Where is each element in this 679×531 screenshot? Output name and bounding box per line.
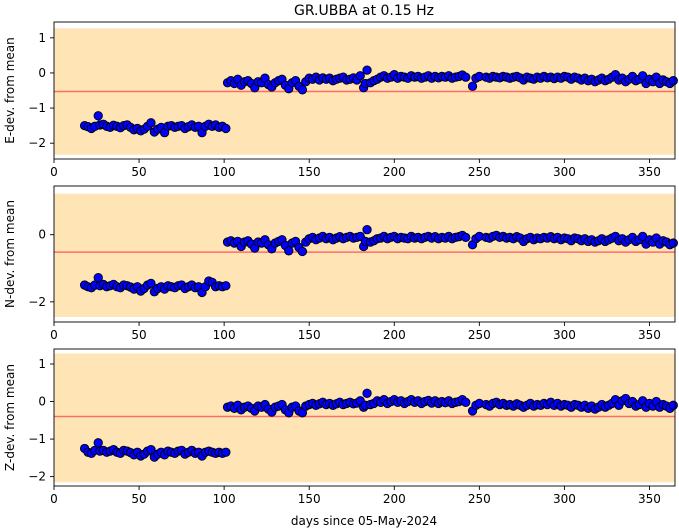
panel-n: 0 50 100 150 200 250 300 350 −2 0 N-dev. from mean: [3, 185, 678, 342]
data-point: [297, 246, 308, 257]
y-axis-label-z: Z-dev. from mean: [3, 364, 17, 471]
y-tick-label: −2: [28, 295, 46, 309]
x-tick-label: 0: [50, 328, 58, 342]
data-point: [668, 400, 678, 410]
data-point: [461, 397, 471, 407]
data-point: [461, 72, 471, 82]
x-tick-label: 150: [298, 165, 321, 179]
x-tick-label: 50: [131, 165, 146, 179]
band-n: [54, 193, 675, 317]
y-tick-label: 0: [38, 228, 46, 242]
data-point: [93, 438, 103, 448]
data-point: [93, 111, 103, 121]
x-tick-label: 150: [298, 328, 321, 342]
x-tick-label: 100: [213, 492, 236, 506]
panel-e: 0 50 100 150 200 250 300 350 −2 −1 0 1 E-dev. from m…: [3, 21, 678, 179]
y-tick-label: −1: [28, 432, 46, 446]
data-point: [297, 85, 308, 95]
band-z: [54, 353, 675, 483]
x-tick-label: 0: [50, 492, 58, 506]
data-point: [668, 76, 678, 86]
x-tick-label: 250: [468, 328, 491, 342]
x-tick-label: 250: [468, 492, 491, 506]
x-tick-label: 50: [131, 492, 146, 506]
data-point: [146, 278, 156, 289]
y-tick-label: 1: [38, 31, 46, 45]
axes-frame-n: [53, 185, 676, 323]
data-point: [221, 447, 231, 457]
chart-title: GR.UBBA at 0.15 Hz: [294, 3, 434, 19]
data-point: [668, 238, 678, 248]
data-point: [221, 281, 231, 291]
data-point: [146, 118, 156, 128]
x-axis-label: days since 05-May-2024: [291, 514, 437, 528]
x-tick-label: 300: [553, 492, 576, 506]
y-tick-label: 0: [38, 66, 46, 80]
y-tick-label: −2: [28, 136, 46, 150]
x-tick-label: 250: [468, 165, 491, 179]
y-tick-label: 1: [38, 357, 46, 371]
data-point: [362, 225, 372, 235]
axes-frame-z: [53, 348, 676, 487]
data-point: [221, 123, 231, 134]
y-axis-label-e: E-dev. from mean: [3, 37, 17, 143]
x-tick-label: 300: [553, 165, 576, 179]
x-tick-label: 200: [383, 492, 406, 506]
data-point: [355, 71, 365, 81]
x-tick-label: 300: [553, 328, 576, 342]
axes-frame-e: [53, 21, 676, 160]
x-tick-label: 350: [638, 328, 661, 342]
x-tick-label: 200: [383, 165, 406, 179]
x-tick-label: 350: [638, 492, 661, 506]
x-tick-label: 100: [213, 165, 236, 179]
y-tick-label: −1: [28, 101, 46, 115]
panel-z: 0 50 100 150 200 250 300 350 −2 −1 0 1 Z-dev. from m…: [3, 348, 678, 506]
y-tick-label: −2: [28, 470, 46, 484]
y-axis-label-n: N-dev. from mean: [3, 200, 17, 308]
data-point: [362, 388, 372, 398]
x-tick-label: 150: [298, 492, 321, 506]
x-tick-label: 0: [50, 165, 58, 179]
y-tick-label: 0: [38, 395, 46, 409]
data-point: [362, 65, 372, 75]
x-tick-label: 50: [131, 328, 146, 342]
x-tick-label: 200: [383, 328, 406, 342]
x-tick-label: 100: [213, 328, 236, 342]
x-tick-label: 350: [638, 165, 661, 179]
data-point: [146, 444, 156, 455]
data-point: [284, 246, 294, 256]
data-point: [467, 81, 478, 91]
data-point: [461, 232, 471, 243]
